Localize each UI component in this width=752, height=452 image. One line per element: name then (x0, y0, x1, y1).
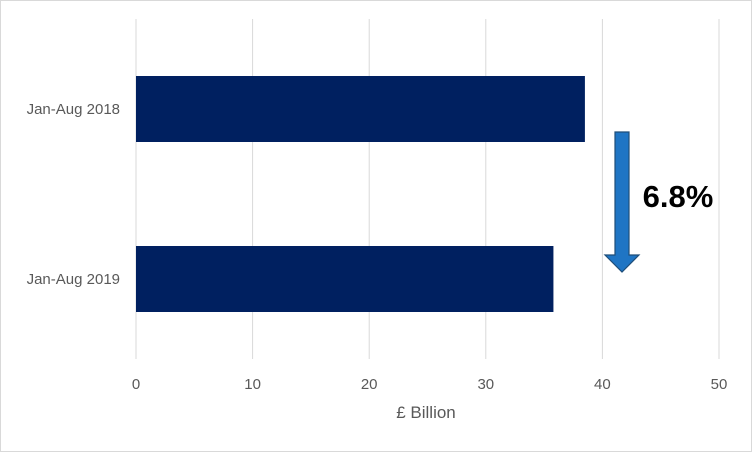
x-tick-label: 20 (361, 376, 378, 393)
category-label: Jan-Aug 2019 (27, 271, 120, 288)
x-tick-label: 30 (477, 376, 494, 393)
x-tick-labels: 0 10 20 30 40 50 (132, 376, 728, 393)
x-tick-label: 0 (132, 376, 140, 393)
bar-2 (136, 246, 554, 312)
bar-1 (136, 76, 585, 142)
bars (136, 76, 585, 312)
x-tick-label: 10 (244, 376, 261, 393)
category-label: Jan-Aug 2018 (27, 101, 120, 118)
down-arrow-icon (603, 131, 641, 273)
x-tick-label: 50 (711, 376, 728, 393)
category-labels: Jan-Aug 2018 Jan-Aug 2019 (27, 101, 120, 288)
percent-change-label: 6.8% (643, 179, 714, 214)
x-axis-title: £ Billion (396, 403, 456, 422)
change-annotation: 6.8% (603, 131, 714, 273)
x-tick-label: 40 (594, 376, 611, 393)
